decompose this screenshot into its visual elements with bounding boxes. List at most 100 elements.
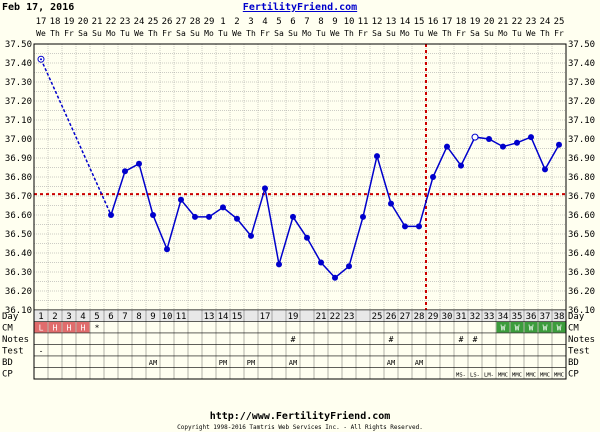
day-number: 37 <box>540 312 551 322</box>
x-date-label: 18 <box>456 17 467 27</box>
row-label-right: Test <box>568 347 590 357</box>
temperature-point <box>108 212 114 218</box>
y-tick-label-right: 37.10 <box>568 116 595 126</box>
y-tick-label-left: 37.10 <box>5 116 32 126</box>
cp-mark: MMC <box>512 373 522 379</box>
x-date-label: 17 <box>442 17 453 27</box>
x-weekday-label: Sa <box>274 29 284 38</box>
y-tick-label-right: 37.30 <box>568 78 595 88</box>
x-date-label: 17 <box>36 17 47 27</box>
cervical-mucus-mark: W <box>557 324 562 333</box>
y-tick-label-left: 36.60 <box>5 211 32 221</box>
row-label-left: Day <box>2 312 19 322</box>
fertility-chart: 36.10 36.10 36.20 36.20 36.30 36.30 36.40 36.40… <box>2 17 595 380</box>
x-date-label: 13 <box>386 17 397 27</box>
cp-mark: MS- <box>456 373 466 379</box>
day-number: 17 <box>260 312 271 322</box>
temperature-point <box>206 213 212 220</box>
x-date-label: 20 <box>484 17 495 27</box>
x-weekday-label: Mo <box>106 29 116 38</box>
y-tick-label-left: 36.20 <box>5 287 32 297</box>
bd-mark: AM <box>387 359 395 367</box>
x-weekday-label: Sa <box>470 29 480 38</box>
x-weekday-label: Fr <box>260 29 270 38</box>
menstruation-mark-cell <box>62 322 76 333</box>
day-number: 6 <box>108 312 113 322</box>
footer-url[interactable]: http://www.FertilityFriend.com <box>209 411 391 422</box>
temperature-point <box>262 185 268 192</box>
x-date-label: 8 <box>318 17 323 27</box>
x-date-label: 24 <box>540 17 551 27</box>
temperature-point <box>332 274 338 281</box>
bd-mark: PM <box>247 359 255 367</box>
cp-mark: MMC <box>526 373 536 379</box>
temperature-point <box>528 134 534 141</box>
x-weekday-label: Fr <box>358 29 368 38</box>
row-label-left: Test <box>2 347 24 357</box>
x-date-label: 19 <box>64 17 75 27</box>
x-date-label: 6 <box>290 17 295 27</box>
x-weekday-label: Tu <box>218 29 228 38</box>
x-date-label: 11 <box>358 17 369 27</box>
temperature-line-dashed <box>40 58 112 216</box>
row-label-right: CM <box>568 324 579 334</box>
x-weekday-label: Fr <box>456 29 466 38</box>
menstruation-mark-cell <box>48 322 62 333</box>
row-label-right: BD <box>568 358 579 368</box>
temperature-point <box>374 153 380 160</box>
x-weekday-label: Sa <box>78 29 88 38</box>
temperature-point <box>556 141 562 148</box>
x-weekday-label: Th <box>540 29 550 38</box>
temperature-point <box>458 162 464 169</box>
cp-mark: MMC <box>498 373 508 379</box>
x-weekday-label: Su <box>190 29 200 38</box>
day-number: 10 <box>162 312 173 322</box>
site-link[interactable]: FertilityFriend.com <box>242 2 358 13</box>
day-number: 11 <box>176 312 187 322</box>
day-number: 28 <box>414 312 425 322</box>
day-number: 9 <box>150 312 155 322</box>
temperature-point <box>514 139 520 146</box>
spotting-mark: * <box>95 324 100 333</box>
temperature-point <box>304 234 310 241</box>
y-tick-label-right: 37.40 <box>568 59 595 69</box>
x-weekday-label: We <box>428 29 438 38</box>
x-weekday-label: Su <box>92 29 102 38</box>
cervical-mucus-mark-cell <box>510 322 524 333</box>
temperature-point <box>430 174 436 180</box>
x-date-label: 24 <box>134 17 145 27</box>
x-date-label: 21 <box>498 17 509 27</box>
temperature-point <box>360 213 366 220</box>
y-tick-label-right: 36.80 <box>568 173 595 183</box>
x-date-label: 23 <box>526 17 537 27</box>
cp-mark: MMC <box>540 373 550 379</box>
day-number: 26 <box>386 312 397 322</box>
day-number: 2 <box>52 312 57 322</box>
temperature-point <box>486 136 492 142</box>
day-number: 3 <box>66 312 71 322</box>
x-date-label: 12 <box>372 17 383 27</box>
day-number: 22 <box>330 312 341 322</box>
day-number: 4 <box>80 312 85 322</box>
menstruation-mark: H <box>81 324 86 333</box>
day-number: 38 <box>554 312 565 322</box>
cervical-mucus-mark: W <box>501 324 506 333</box>
y-tick-label-left: 37.30 <box>5 78 32 88</box>
x-weekday-label: Fr <box>64 29 74 38</box>
y-tick-label-left: 37.00 <box>5 135 32 145</box>
y-tick-label-left: 36.10 <box>5 306 32 316</box>
temperature-point <box>290 213 296 220</box>
temperature-point <box>220 204 226 211</box>
y-tick-label-right: 36.10 <box>568 306 595 316</box>
menstruation-mark-cell <box>76 322 90 333</box>
x-weekday-label: Th <box>344 29 354 38</box>
y-tick-label-right: 37.50 <box>568 40 595 50</box>
x-date-label: 3 <box>248 17 253 27</box>
cervical-mucus-mark-cell <box>524 322 538 333</box>
day-number: 25 <box>372 312 383 322</box>
day-number: 23 <box>344 312 355 322</box>
temperature-point <box>234 215 240 222</box>
x-weekday-label: Su <box>484 29 494 38</box>
day-number: 7 <box>122 312 127 322</box>
x-weekday-label: Th <box>442 29 452 38</box>
